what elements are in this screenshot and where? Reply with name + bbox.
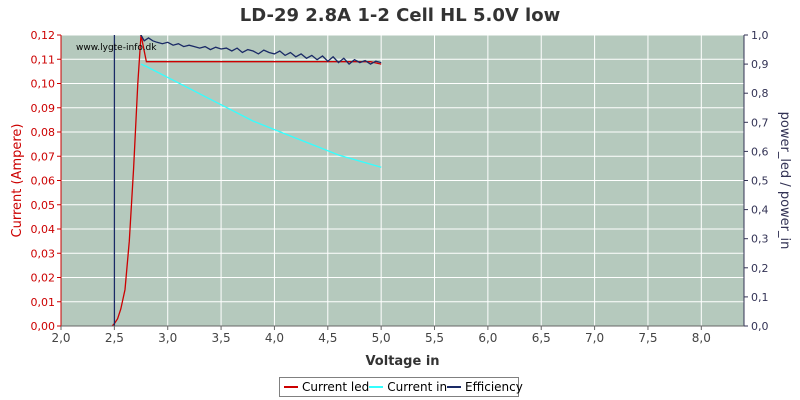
legend-label: Efficiency: [465, 380, 523, 394]
y-right-tick-label: 0,6: [751, 145, 769, 158]
y-left-tick-label: 0,07: [31, 150, 56, 163]
legend: Current led Current in Efficiency: [279, 377, 523, 397]
x-tick-label: 2,0: [51, 331, 70, 345]
x-tick-label: 3,5: [212, 331, 231, 345]
y-right-tick-label: 1,0: [751, 29, 769, 42]
x-tick-label: 7,5: [638, 331, 657, 345]
x-tick-label: 4,5: [318, 331, 337, 345]
y-left-tick-label: 0,10: [31, 78, 56, 91]
y-right-tick-label: 0,8: [751, 87, 769, 100]
x-tick-label: 3,0: [158, 331, 177, 345]
y-left-tick-label: 0,00: [31, 320, 56, 333]
y-left-tick-label: 0,02: [31, 272, 56, 285]
x-axis-title: Voltage in: [365, 354, 439, 369]
x-tick-label: 7,0: [585, 331, 604, 345]
legend-item-current-led: Current led: [284, 380, 369, 394]
y-left-tick-label: 0,04: [31, 223, 56, 236]
ticks: 2,0 2,5 3,0 3,5 4,0 4,5 5,0 5,5 6,0 6,5 7,0 7,5 8,0 0…: [31, 29, 769, 345]
x-tick-label: 4,0: [265, 331, 284, 345]
right-axis-title: power_led / power_in: [777, 112, 792, 250]
y-right-tick-label: 0,1: [751, 291, 769, 304]
legend-swatch: [369, 386, 384, 388]
series-lines: [111, 35, 382, 326]
x-tick-label: 6,0: [478, 331, 497, 345]
y-right-tick-label: 0,3: [751, 233, 769, 246]
grid: [60, 34, 744, 327]
watermark: www.lygte-info.dk: [76, 43, 157, 53]
y-left-tick-label: 0,09: [31, 102, 56, 115]
legend-item-efficiency: Efficiency: [447, 380, 523, 394]
y-left-tick-label: 0,08: [31, 126, 56, 139]
y-right-tick-label: 0,2: [751, 262, 769, 275]
x-tick-label: 2,5: [105, 331, 124, 345]
y-right-tick-label: 0,0: [751, 320, 769, 333]
legend-label: Current in: [387, 380, 448, 394]
y-right-tick-label: 0,4: [751, 204, 769, 217]
y-right-tick-label: 0,9: [751, 58, 769, 71]
legend-swatch: [447, 386, 462, 388]
y-left-tick-label: 0,05: [31, 199, 56, 212]
y-left-tick-label: 0,11: [31, 53, 56, 66]
x-tick-label: 6,5: [532, 331, 551, 345]
series-efficiency: [113, 35, 382, 326]
y-left-tick-label: 0,12: [31, 29, 56, 42]
y-left-tick-label: 0,06: [31, 175, 56, 188]
x-tick-label: 5,5: [425, 331, 444, 345]
y-left-tick-label: 0,03: [31, 247, 56, 260]
series-current-in: [140, 63, 382, 168]
legend-swatch: [284, 386, 298, 388]
legend-label: Current led: [302, 380, 370, 394]
y-right-tick-label: 0,5: [751, 175, 769, 188]
left-axis-title: Current (Ampere): [10, 124, 25, 238]
x-tick-label: 8,0: [692, 331, 711, 345]
x-tick-label: 5,0: [372, 331, 391, 345]
y-right-tick-label: 0,7: [751, 116, 769, 129]
chart-title: LD-29 2.8A 1-2 Cell HL 5.0V low: [240, 5, 560, 26]
y-left-tick-label: 0,01: [31, 296, 56, 309]
legend-item-current-in: Current in: [369, 380, 447, 394]
